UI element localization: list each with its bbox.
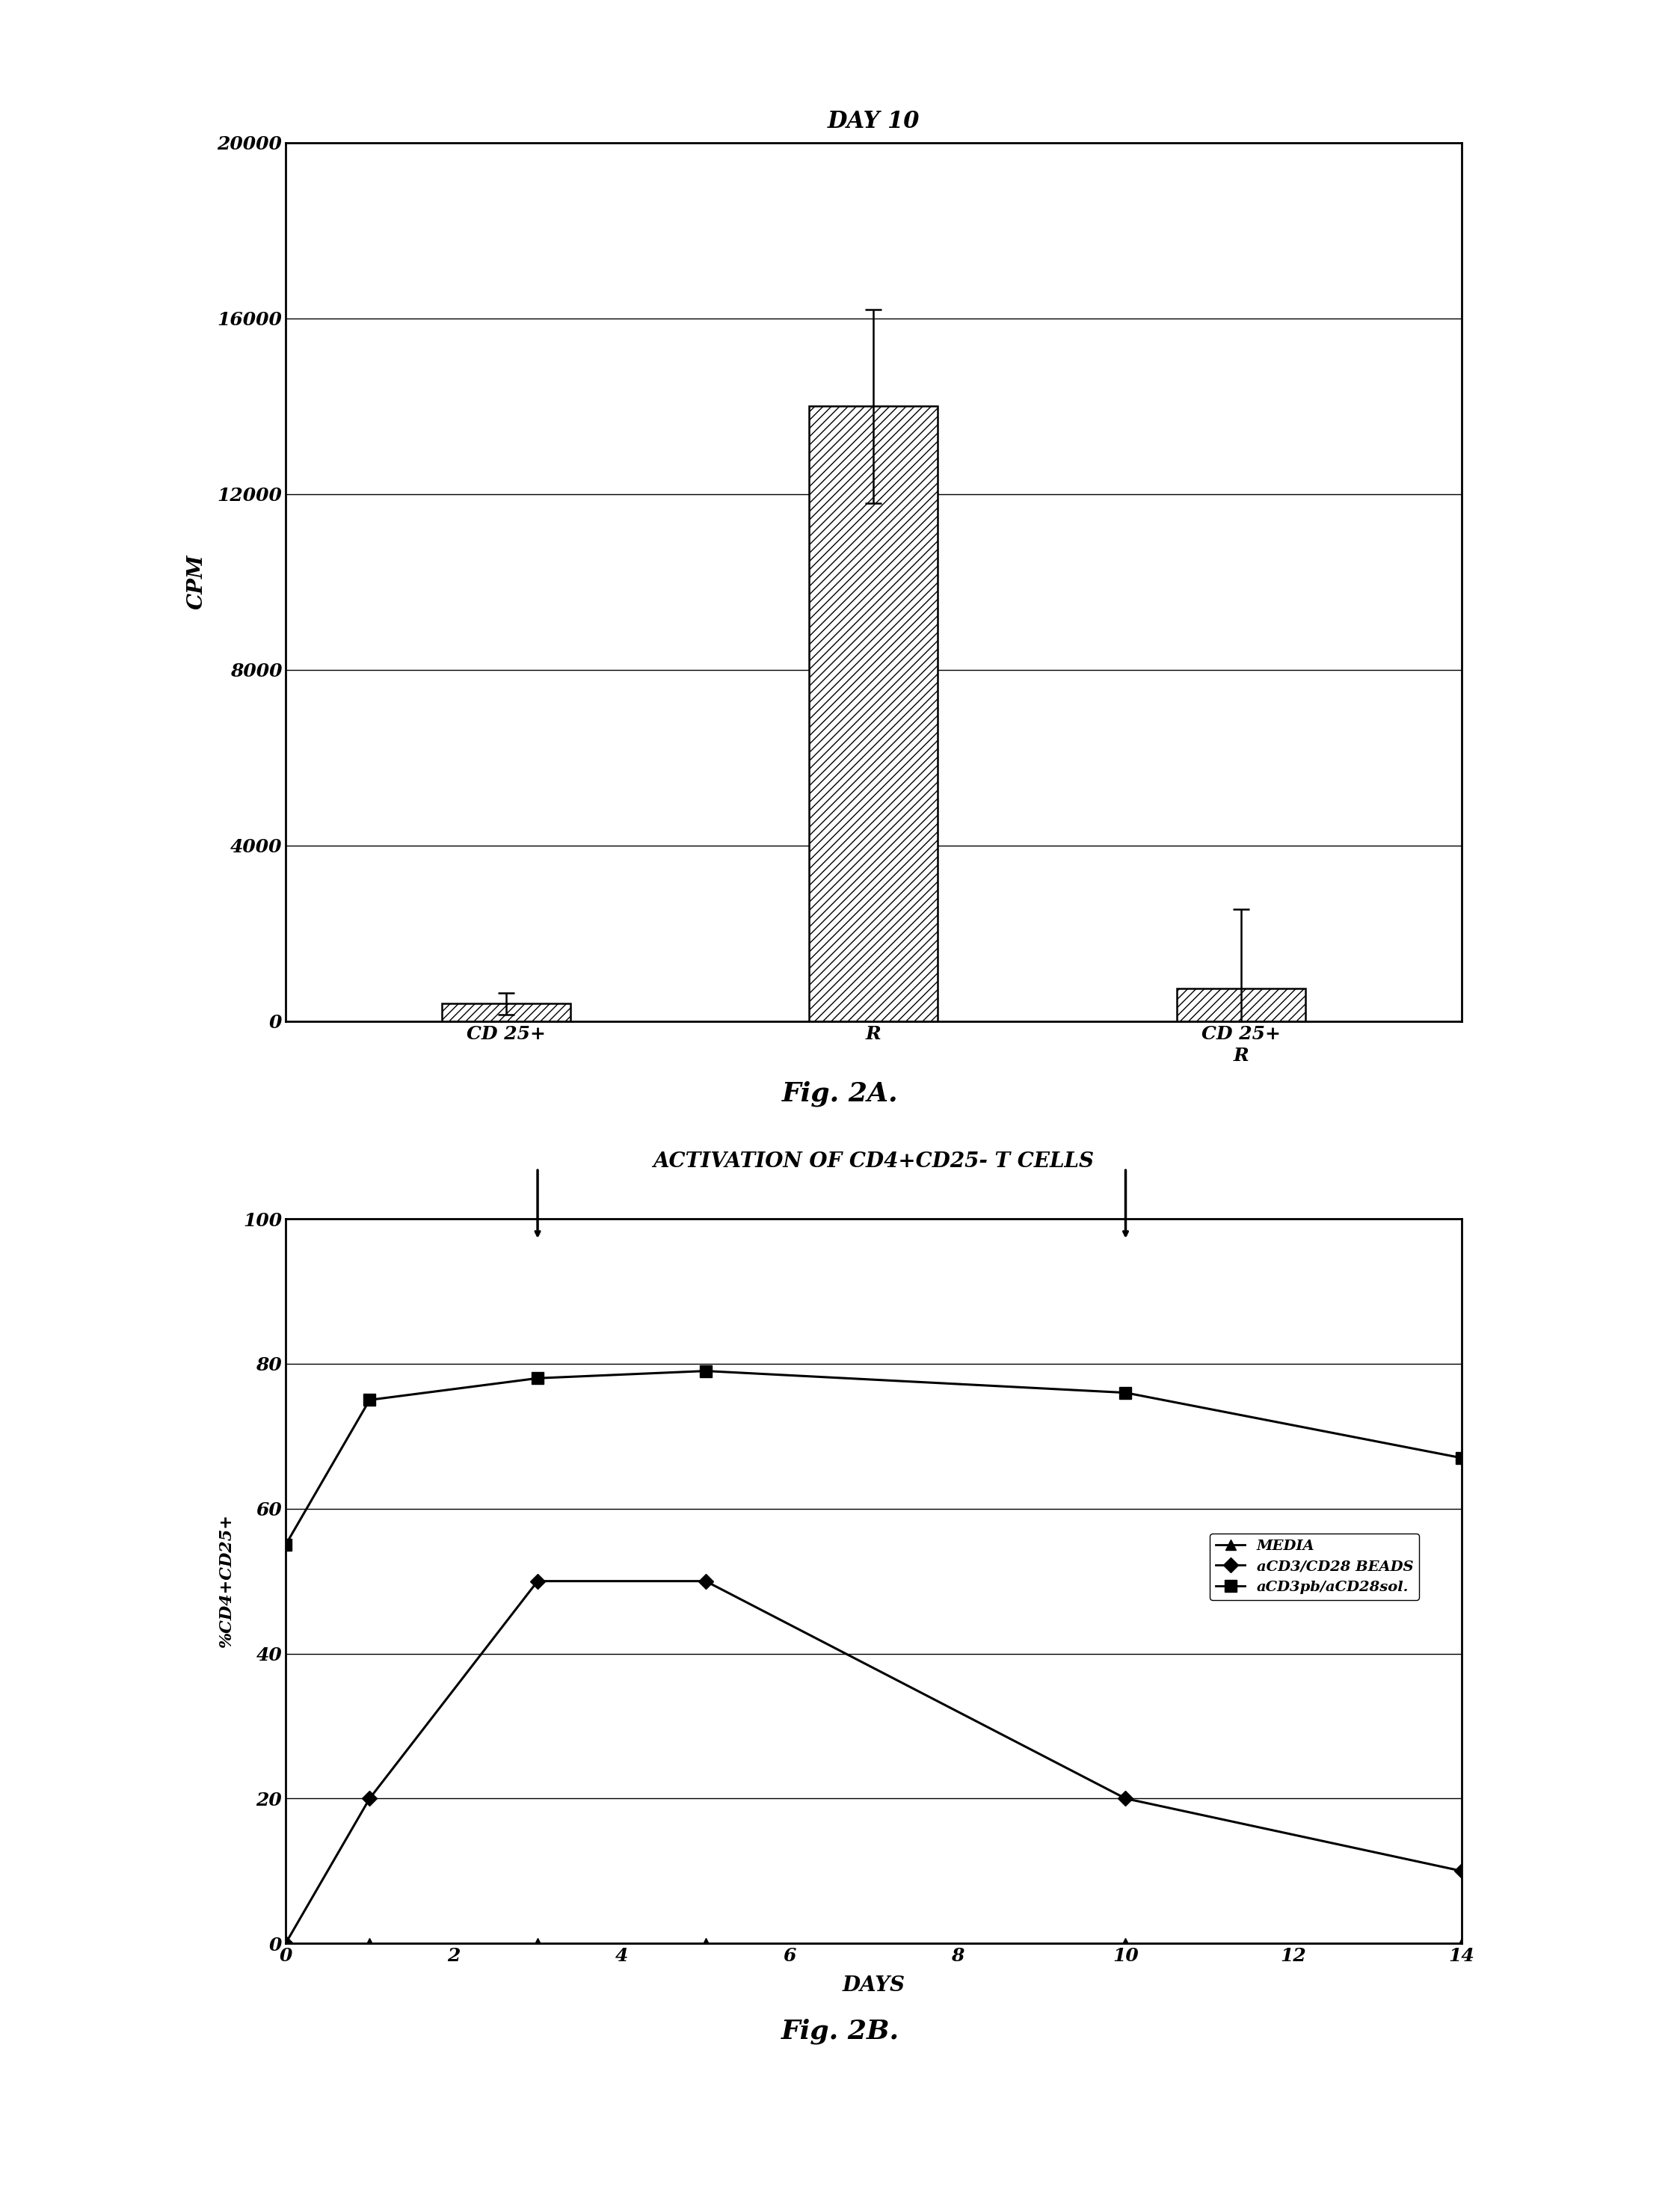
- Bar: [442, 1004, 571, 1021]
- aCD3pb/aCD28sol.: [528, 1366, 548, 1392]
- aCD3/CD28 BEADS: [276, 1930, 296, 1957]
- Bar: [810, 406, 937, 1021]
- Line: aCD3pb/aCD28sol.: aCD3pb/aCD28sol.: [279, 1364, 1468, 1550]
- Text: Fig. 2B.: Fig. 2B.: [781, 2018, 899, 2044]
- Text: Fig. 2A.: Fig. 2A.: [781, 1080, 899, 1107]
- aCD3pb/aCD28sol.: [1116, 1379, 1136, 1405]
- aCD3pb/aCD28sol.: [360, 1388, 380, 1414]
- Bar: [1176, 988, 1305, 1021]
- Legend: MEDIA, aCD3/CD28 BEADS, aCD3pb/aCD28sol.: MEDIA, aCD3/CD28 BEADS, aCD3pb/aCD28sol.: [1210, 1533, 1420, 1601]
- MEDIA: [1452, 1930, 1472, 1957]
- MEDIA: [360, 1930, 380, 1957]
- aCD3pb/aCD28sol.: [696, 1357, 716, 1383]
- MEDIA: [528, 1930, 548, 1957]
- aCD3pb/aCD28sol.: [276, 1533, 296, 1559]
- Title: DAY 10: DAY 10: [828, 110, 919, 134]
- aCD3pb/aCD28sol.: [1452, 1445, 1472, 1471]
- aCD3/CD28 BEADS: [360, 1785, 380, 1812]
- aCD3/CD28 BEADS: [696, 1568, 716, 1594]
- Y-axis label: %CD4+CD25+: %CD4+CD25+: [218, 1515, 235, 1647]
- X-axis label: DAYS: DAYS: [842, 1976, 906, 1996]
- MEDIA: [696, 1930, 716, 1957]
- Line: MEDIA: MEDIA: [281, 1939, 1467, 1948]
- aCD3/CD28 BEADS: [1116, 1785, 1136, 1812]
- aCD3/CD28 BEADS: [528, 1568, 548, 1594]
- Y-axis label: CPM: CPM: [186, 553, 207, 610]
- Title: ACTIVATION OF CD4+CD25- T CELLS: ACTIVATION OF CD4+CD25- T CELLS: [654, 1151, 1094, 1170]
- aCD3/CD28 BEADS: [1452, 1858, 1472, 1884]
- MEDIA: [1116, 1930, 1136, 1957]
- Line: aCD3/CD28 BEADS: aCD3/CD28 BEADS: [281, 1577, 1467, 1948]
- MEDIA: [276, 1930, 296, 1957]
